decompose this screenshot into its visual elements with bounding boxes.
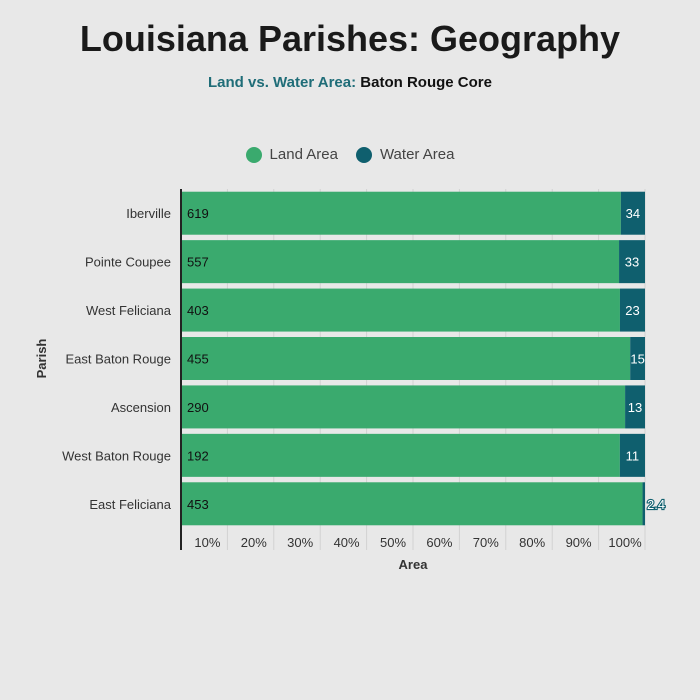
legend-water-swatch [355,146,372,163]
data-label-water: 23 [625,303,639,318]
data-label-water: 13 [628,400,642,415]
data-label-land: 453 [187,497,209,512]
y-axis-title: Parish [34,339,49,379]
bar-land [181,240,620,284]
data-label-land: 557 [187,255,209,270]
data-label-land: 290 [187,400,209,415]
legend-item-water[interactable]: Water Area [355,146,455,163]
data-label-water: 15 [630,352,644,367]
legend: Land Area Water Area [0,146,700,163]
x-tick-label: 30% [287,535,313,550]
category-label: Ascension [111,400,171,415]
legend-item-land[interactable]: Land Area [245,146,338,163]
bar-water [619,433,645,477]
legend-land-label: Land Area [269,146,338,163]
data-label-land: 455 [187,352,209,367]
legend-water-label: Water Area [379,146,455,163]
bar-land [181,385,626,429]
category-label: West Baton Rouge [62,448,171,463]
bar-water [630,337,645,380]
data-label-water: 11 [626,448,640,463]
bar-water [625,385,645,429]
x-tick-label: 60% [426,535,452,550]
bar-land [181,288,620,332]
data-label-water: 34 [626,206,640,221]
x-tick-label: 20% [241,535,267,550]
data-label-land: 619 [187,206,209,221]
x-tick-label: 100% [608,535,642,550]
bar-water [642,482,645,526]
subtitle-rest: Baton Rouge Core [360,74,492,91]
x-tick-label: 10% [194,535,220,550]
x-tick-label: 40% [334,535,360,550]
bar-water [619,288,645,332]
bar-land [181,433,620,477]
bar-water [619,240,645,284]
bar-water [620,191,645,235]
data-label-water: 33 [625,255,639,270]
category-label: East Feliciana [89,497,171,512]
x-axis-title: Area [399,557,429,572]
bar-land [181,337,631,380]
category-label: West Feliciana [86,303,172,318]
chart-subtitle: Land vs. Water Area: Baton Rouge Core [0,74,700,91]
bar-land [181,191,621,235]
category-label: Iberville [126,206,171,221]
subtitle-lead: Land vs. Water Area: [208,74,357,91]
bar-land [181,482,643,526]
x-tick-label: 70% [473,535,499,550]
category-label: East Baton Rouge [65,352,171,367]
chart-title: Louisiana Parishes: Geography [79,18,621,59]
category-label: Pointe Coupee [85,255,171,270]
data-label-land: 403 [187,303,209,318]
data-label-water: 2.4 [647,497,665,512]
x-tick-label: 50% [380,535,406,550]
legend-land-swatch [245,146,262,163]
x-tick-label: 90% [566,535,592,550]
data-label-land: 192 [187,448,209,463]
x-tick-label: 80% [519,535,545,550]
